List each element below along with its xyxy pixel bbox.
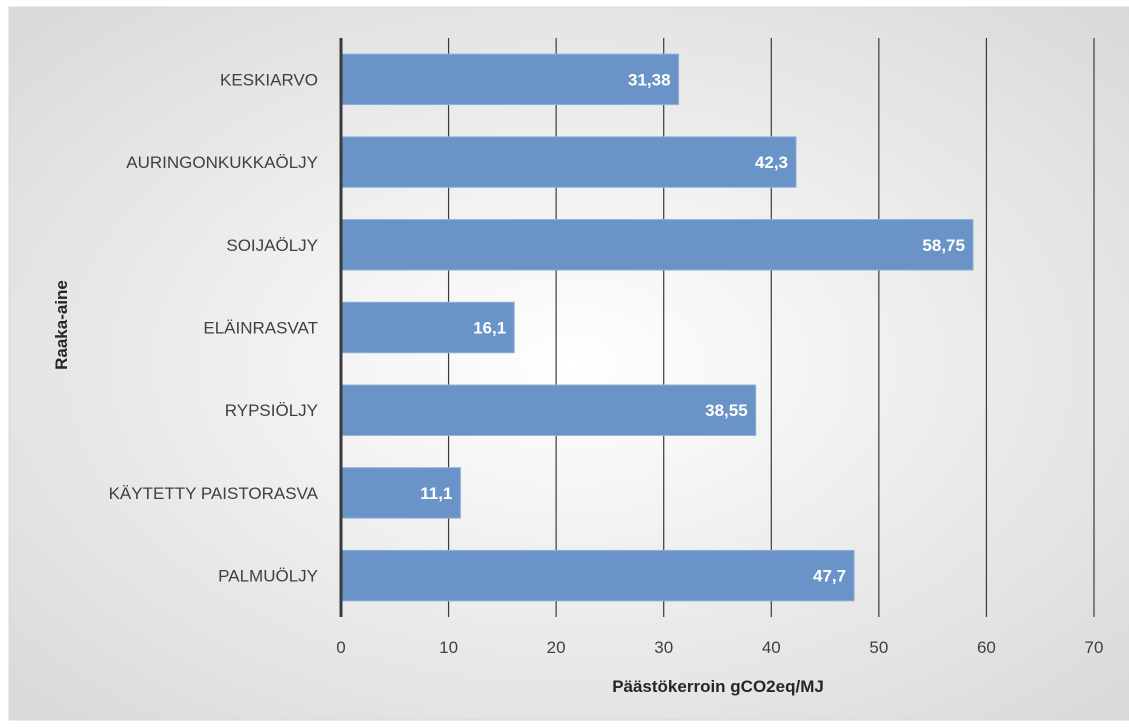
category-label: KÄYTETTY PAISTORASVA bbox=[109, 484, 319, 503]
data-label: 31,38 bbox=[628, 70, 671, 89]
data-label: 47,7 bbox=[813, 567, 846, 586]
x-tick-label: 50 bbox=[869, 638, 888, 657]
category-label: ELÄINRASVAT bbox=[203, 319, 318, 338]
category-label: RYPSIÖLJY bbox=[225, 401, 318, 420]
x-tick-label: 40 bbox=[762, 638, 781, 657]
x-tick-label: 60 bbox=[977, 638, 996, 657]
bar bbox=[340, 219, 974, 271]
category-label: SOIJAÖLJY bbox=[226, 236, 318, 255]
gridlines bbox=[447, 38, 1095, 617]
category-label: PALMUÖLJY bbox=[218, 567, 318, 586]
data-label: 42,3 bbox=[755, 153, 788, 172]
x-tick-label: 20 bbox=[547, 638, 566, 657]
labels: 0 10 20 30 40 50 60 70 31,38 KESKIARVO 42,3 AURINGO… bbox=[109, 70, 1104, 657]
data-label: 11,1 bbox=[420, 484, 452, 503]
category-label: AURINGONKUKKAÖLJY bbox=[126, 153, 318, 172]
x-tick-label: 30 bbox=[654, 638, 673, 657]
data-label: 16,1 bbox=[473, 319, 506, 338]
x-tick-label: 10 bbox=[439, 638, 458, 657]
bars bbox=[340, 53, 974, 602]
data-label: 38,55 bbox=[705, 401, 748, 420]
data-label: 58,75 bbox=[922, 236, 965, 255]
bar bbox=[340, 136, 797, 188]
bar bbox=[340, 467, 461, 519]
x-tick-label: 0 bbox=[336, 638, 345, 657]
y-axis-title: Raaka-aine bbox=[52, 280, 71, 370]
bar bbox=[340, 384, 757, 436]
bar bbox=[340, 549, 855, 602]
x-tick-label: 70 bbox=[1085, 638, 1104, 657]
x-axis-title: Päästökerroin gCO2eq/MJ bbox=[612, 677, 824, 696]
category-label: KESKIARVO bbox=[220, 70, 318, 89]
chart-background bbox=[8, 6, 1129, 721]
